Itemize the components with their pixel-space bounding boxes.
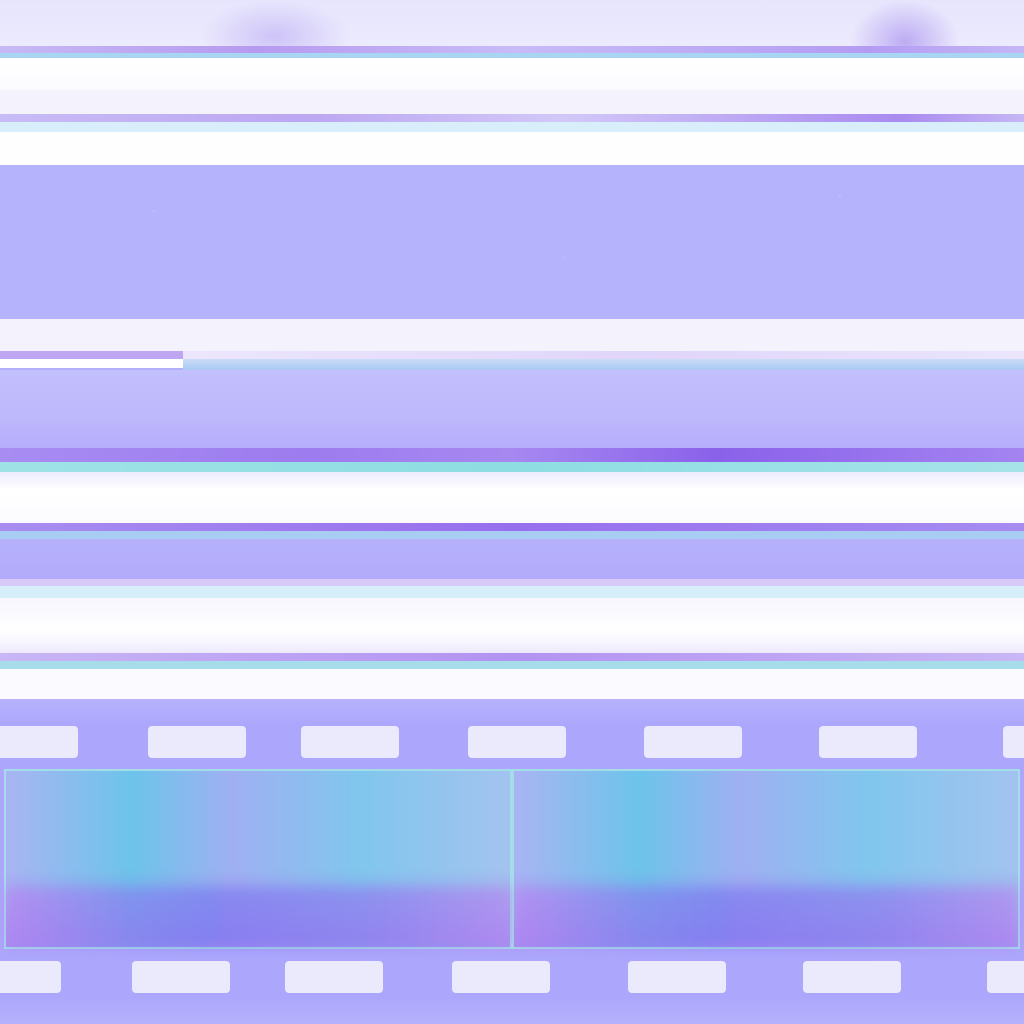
lavender-block <box>0 165 1024 319</box>
sprocket-hole <box>644 726 742 758</box>
short-white-stripe <box>0 359 183 368</box>
short-purple-stripe <box>0 351 183 359</box>
white-band <box>0 132 1024 165</box>
lavender-block <box>0 539 1024 579</box>
purple-stripe <box>0 114 1024 122</box>
cyan-stripe <box>0 531 1024 539</box>
sprocket-hole <box>803 961 901 993</box>
sprocket-hole <box>819 726 917 758</box>
sprocket-hole <box>0 726 78 758</box>
purple-stripe <box>0 46 1024 53</box>
cyan-stripe <box>0 586 1024 598</box>
white-band <box>0 58 1024 90</box>
sprocket-hole <box>0 961 61 993</box>
top-pale-band <box>0 0 1024 46</box>
lavender-block <box>0 370 1024 448</box>
sprocket-hole <box>1003 726 1024 758</box>
sprocket-hole <box>132 961 230 993</box>
sprocket-hole <box>987 961 1024 993</box>
pale-stripe <box>183 351 1024 359</box>
sprocket-hole <box>452 961 550 993</box>
purple-stripe <box>0 653 1024 661</box>
purple-stripe <box>0 523 1024 531</box>
deep-purple-stripe <box>0 448 1024 462</box>
white-band <box>0 319 1024 351</box>
sprocket-hole <box>301 726 399 758</box>
teal-stripe <box>0 661 1024 669</box>
white-band <box>0 472 1024 523</box>
cyan-stripe <box>0 53 1024 58</box>
teal-stripe <box>0 462 1024 472</box>
pale-purple-stripe <box>0 579 1024 586</box>
white-band <box>0 598 1024 653</box>
film-frame <box>4 769 512 949</box>
sprocket-hole <box>628 961 726 993</box>
white-band <box>0 669 1024 699</box>
cyan-stripe <box>0 122 1024 132</box>
cyan-stripe <box>183 359 1024 370</box>
film-strip-icon <box>0 699 1024 1024</box>
sprocket-hole <box>468 726 566 758</box>
sprocket-hole <box>285 961 383 993</box>
white-band <box>0 90 1024 114</box>
film-frame <box>512 769 1020 949</box>
sprocket-hole <box>148 726 246 758</box>
